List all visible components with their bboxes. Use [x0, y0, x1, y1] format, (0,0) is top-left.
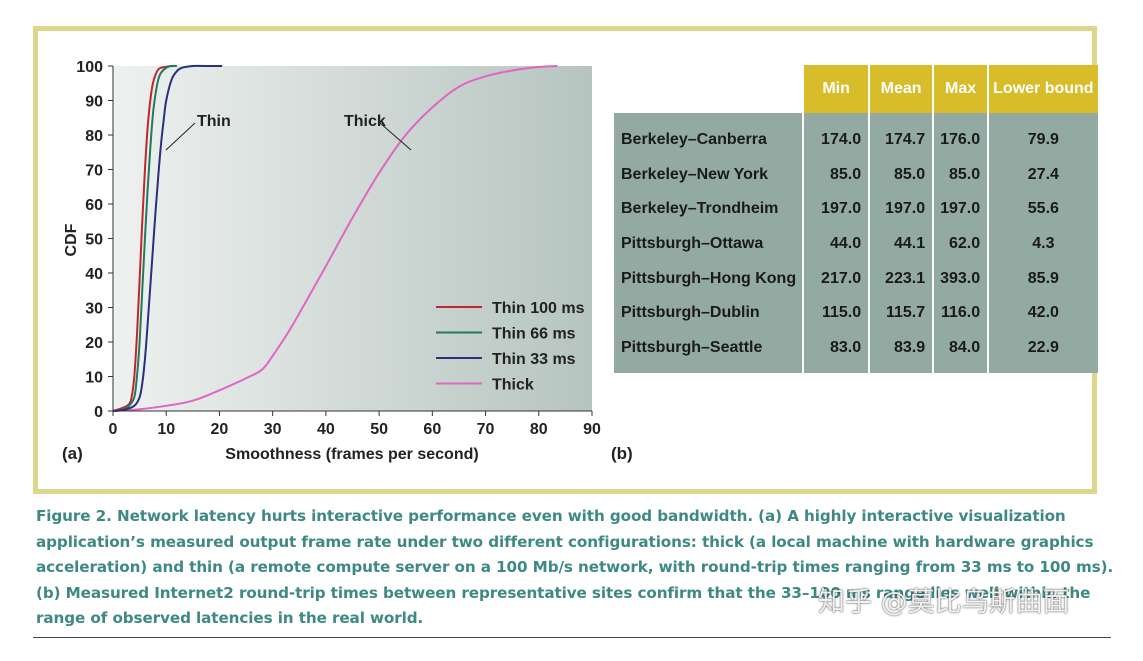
table-cell-lower-bound: 85.9 [987, 261, 1098, 296]
x-tick-label: 0 [109, 421, 118, 438]
table-row: Pittsburgh–Dublin 115.0 115.7 116.0 42.0 [614, 295, 1098, 331]
bottom-rule [33, 637, 1111, 638]
annotation-leader-line [165, 122, 196, 151]
table-cell-max: 197.0 [932, 192, 989, 227]
table-cell-lower-bound: 55.6 [987, 192, 1098, 227]
table-cell-lower-bound: 4.3 [987, 226, 1098, 262]
table-cell-mean: 197.0 [868, 192, 934, 227]
x-tick-label: 40 [317, 421, 335, 438]
x-tick-label: 70 [477, 421, 495, 438]
watermark: 知乎 @莫比乌斯曲面 [818, 587, 1070, 618]
table-header-min: Min [802, 65, 870, 113]
plot-area [113, 66, 592, 411]
legend-label: Thin 66 ms [492, 326, 576, 343]
table-cell-mean: 223.1 [868, 261, 934, 296]
table-row: Berkeley–New York 85.0 85.0 85.0 27.4 [614, 157, 1098, 193]
table-header-mean: Mean [868, 65, 934, 113]
table-cell-min: 85.0 [802, 157, 870, 193]
table-cell-site: Pittsburgh–Seattle [614, 330, 804, 374]
y-tick-label: 40 [85, 266, 103, 283]
table-header-blank [614, 65, 803, 113]
table-cell-site: Berkeley–Canberra [614, 113, 804, 158]
table-row: Berkeley–Trondheim 197.0 197.0 197.0 55.6 [614, 192, 1098, 227]
y-tick-label: 80 [85, 128, 103, 145]
legend-label: Thin 100 ms [492, 300, 585, 317]
annotation-leader-line [379, 122, 412, 151]
table-row: Pittsburgh–Seattle 83.0 83.9 84.0 22.9 [614, 330, 1098, 374]
table-cell-lower-bound: 27.4 [987, 157, 1098, 193]
y-tick-label: 30 [85, 301, 103, 318]
x-axis-label: Smoothness (frames per second) [225, 446, 478, 463]
x-tick-label: 10 [157, 421, 175, 438]
table-cell-mean: 44.1 [868, 226, 934, 262]
y-tick-label: 70 [85, 163, 103, 180]
table-cell-max: 62.0 [932, 226, 989, 262]
series-line-thick [112, 65, 558, 412]
y-tick-label: 20 [85, 335, 103, 352]
series-line-thin-33-ms [112, 64, 223, 412]
table-cell-lower-bound: 42.0 [987, 295, 1098, 331]
table-header-lower-bound: Lower bound [987, 65, 1098, 113]
table-cell-max: 85.0 [932, 157, 989, 193]
y-tick-label: 90 [85, 94, 103, 111]
table-cell-min: 197.0 [802, 192, 870, 227]
table-cell-min: 217.0 [802, 261, 870, 296]
x-tick-label: 20 [211, 421, 229, 438]
table-cell-lower-bound: 22.9 [987, 330, 1098, 374]
panel-label-a: (a) [62, 444, 83, 463]
x-tick-label: 50 [370, 421, 388, 438]
y-tick-label: 10 [85, 370, 103, 387]
x-tick-label: 60 [423, 421, 441, 438]
table-cell-site: Pittsburgh–Ottawa [614, 226, 804, 262]
table-cell-lower-bound: 79.9 [987, 113, 1098, 158]
table-cell-min: 44.0 [802, 226, 870, 262]
table-cell-max: 176.0 [932, 113, 989, 158]
panel-label-b: (b) [611, 444, 633, 463]
y-tick-label: 100 [76, 59, 103, 76]
table-row: Berkeley–Canberra 174.0 174.7 176.0 79.9 [614, 113, 1098, 158]
figure-caption: Figure 2. Network latency hurts interact… [36, 507, 1114, 628]
latency-table: Min Mean Max Lower bound Berkeley–Canber… [614, 65, 1098, 374]
table-header-max: Max [932, 65, 989, 113]
table-cell-min: 115.0 [802, 295, 870, 331]
y-tick-label: 50 [85, 232, 103, 249]
legend-label: Thick [492, 377, 534, 394]
x-tick-label: 30 [264, 421, 282, 438]
x-tick-label: 90 [583, 421, 601, 438]
y-tick-label: 60 [85, 197, 103, 214]
table-cell-mean: 83.9 [868, 330, 934, 374]
table-cell-min: 83.0 [802, 330, 870, 374]
table-row: Pittsburgh–Ottawa 44.0 44.1 62.0 4.3 [614, 226, 1098, 262]
table-cell-mean: 85.0 [868, 157, 934, 193]
table-cell-mean: 174.7 [868, 113, 934, 158]
annotation-label: Thin [197, 113, 231, 130]
table-cell-site: Pittsburgh–Dublin [614, 295, 804, 331]
table-header-row: Min Mean Max Lower bound [614, 65, 1098, 113]
table-cell-site: Berkeley–Trondheim [614, 192, 804, 227]
y-tick-label: 0 [94, 404, 103, 421]
table-cell-site: Berkeley–New York [614, 157, 804, 193]
series-line-thin-100-ms [112, 64, 175, 412]
legend-label: Thin 33 ms [492, 351, 576, 368]
x-tick-label: 80 [530, 421, 548, 438]
table-cell-max: 393.0 [932, 261, 989, 296]
table-cell-max: 84.0 [932, 330, 989, 374]
annotation-label: Thick [344, 113, 386, 130]
series-line-thin-66-ms [112, 64, 177, 412]
y-axis-label: CDF [63, 223, 80, 256]
table-row: Pittsburgh–Hong Kong 217.0 223.1 393.0 85.9 [614, 261, 1098, 296]
table-cell-max: 116.0 [932, 295, 989, 331]
table-cell-site: Pittsburgh–Hong Kong [614, 261, 804, 296]
table-cell-min: 174.0 [802, 113, 870, 158]
table-cell-mean: 115.7 [868, 295, 934, 331]
